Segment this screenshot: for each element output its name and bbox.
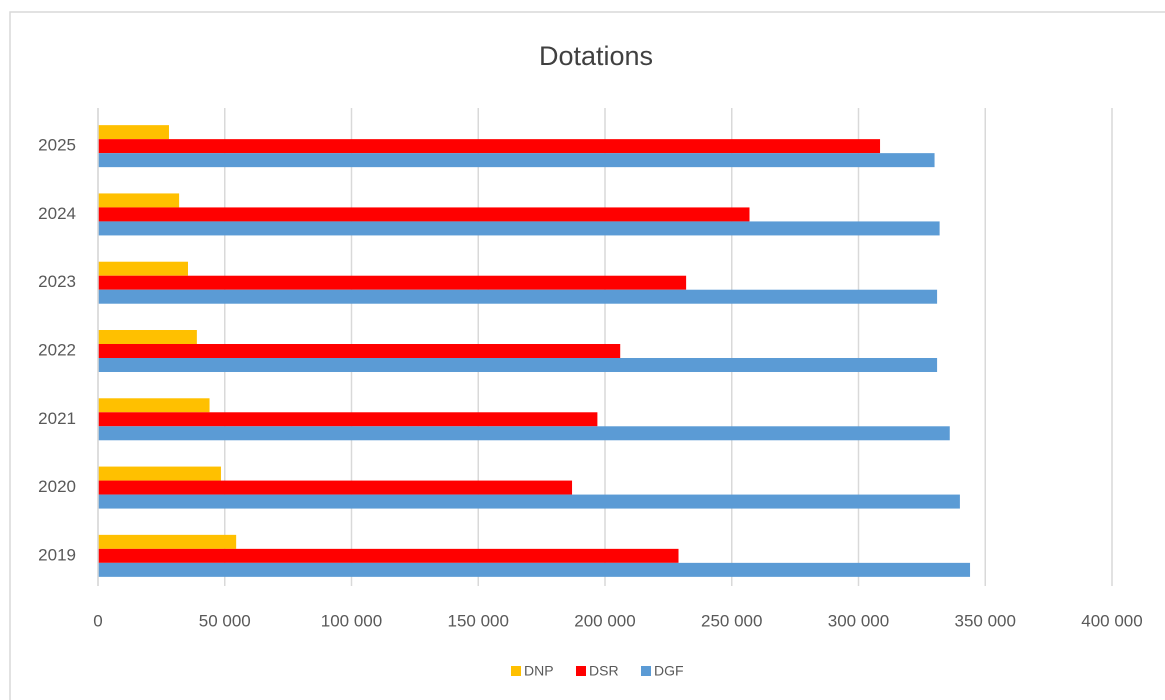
y-tick-label: 2020 — [38, 477, 76, 496]
bar — [98, 221, 940, 236]
bar — [98, 330, 197, 344]
y-tick-label: 2023 — [38, 272, 76, 291]
chart-title: Dotations — [539, 41, 653, 71]
legend-swatch — [576, 666, 586, 676]
bar — [98, 139, 881, 154]
legend-swatch — [641, 666, 651, 676]
x-tick-label: 350 000 — [955, 611, 1016, 630]
bar — [98, 398, 210, 413]
bar — [98, 480, 573, 495]
y-tick-label: 2025 — [38, 136, 76, 155]
y-tick-label: 2021 — [38, 409, 76, 428]
legend-label: DSR — [589, 663, 619, 679]
bar — [98, 344, 621, 358]
x-tick-label: 200 000 — [574, 611, 635, 630]
bar — [98, 289, 938, 304]
x-tick-label: 400 000 — [1081, 611, 1142, 630]
x-tick-label: 0 — [93, 611, 102, 630]
bar — [98, 275, 687, 290]
bar — [98, 426, 950, 441]
x-tick-label: 100 000 — [321, 611, 382, 630]
bar — [98, 261, 188, 276]
x-tick-label: 50 000 — [199, 611, 251, 630]
legend-label: DNP — [524, 663, 554, 679]
bar — [98, 548, 679, 563]
bar — [98, 153, 935, 168]
y-tick-label: 2024 — [38, 204, 76, 223]
bar — [98, 207, 750, 222]
bar — [98, 193, 180, 208]
bar — [98, 534, 237, 549]
bar — [98, 562, 971, 577]
y-tick-label: 2022 — [38, 340, 76, 359]
bar — [98, 494, 960, 509]
bar — [98, 412, 598, 427]
x-tick-label: 300 000 — [828, 611, 889, 630]
y-tick-label: 2019 — [38, 545, 76, 564]
legend-label: DGF — [654, 663, 684, 679]
bar — [98, 466, 221, 481]
x-tick-label: 150 000 — [448, 611, 509, 630]
x-tick-label: 250 000 — [701, 611, 762, 630]
bar — [98, 358, 938, 372]
bar — [98, 125, 169, 140]
legend-swatch — [511, 666, 521, 676]
